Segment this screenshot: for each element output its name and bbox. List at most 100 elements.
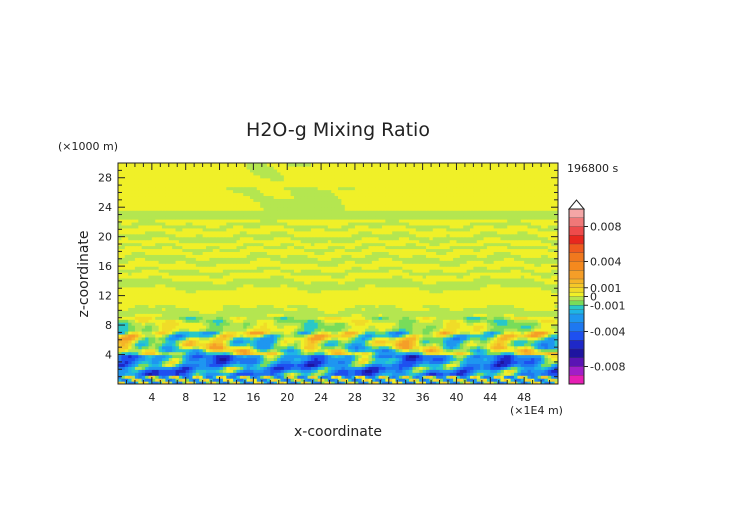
heatmap-cell bbox=[199, 333, 204, 338]
heatmap-cell bbox=[178, 366, 183, 370]
heatmap-cell bbox=[409, 369, 414, 373]
heatmap-cell bbox=[260, 330, 265, 335]
heatmap-cell bbox=[365, 366, 370, 370]
heatmap-cell bbox=[297, 366, 302, 370]
heatmap-cell bbox=[155, 357, 160, 362]
heatmap-cell bbox=[310, 328, 315, 332]
heatmap-cell bbox=[206, 360, 210, 364]
heatmap-cell bbox=[263, 345, 268, 350]
heatmap-cell bbox=[118, 378, 122, 382]
heatmap-cell bbox=[534, 342, 539, 347]
heatmap-cell bbox=[229, 375, 234, 379]
heatmap-cell bbox=[304, 369, 309, 373]
heatmap-cell bbox=[510, 345, 515, 350]
heatmap-cell bbox=[385, 348, 390, 353]
heatmap-cell bbox=[158, 372, 163, 376]
heatmap-cell bbox=[344, 345, 349, 350]
heatmap-cell bbox=[168, 375, 173, 379]
heatmap-cell bbox=[250, 342, 254, 347]
heatmap-cell bbox=[514, 345, 518, 350]
heatmap-cell bbox=[124, 357, 129, 362]
heatmap-cell bbox=[226, 363, 231, 367]
heatmap-cell bbox=[307, 360, 312, 364]
heatmap-cell bbox=[398, 363, 403, 367]
heatmap-cell bbox=[354, 351, 359, 356]
heatmap-cell bbox=[507, 351, 512, 356]
heatmap-cell bbox=[158, 342, 163, 347]
heatmap-cell bbox=[182, 342, 187, 347]
heatmap-cell bbox=[189, 375, 194, 379]
heatmap-cell bbox=[121, 328, 126, 332]
heatmap-cell bbox=[530, 336, 535, 341]
heatmap-cell bbox=[514, 360, 518, 364]
heatmap-cell bbox=[463, 330, 468, 335]
heatmap-cell bbox=[547, 369, 552, 373]
heatmap-cell bbox=[466, 342, 471, 347]
heatmap-cell bbox=[124, 354, 129, 359]
heatmap-cell bbox=[236, 375, 241, 379]
heatmap-cell bbox=[202, 375, 207, 379]
heatmap-cell bbox=[134, 330, 139, 335]
heatmap-cell bbox=[263, 381, 268, 384]
heatmap-cell bbox=[419, 366, 424, 370]
heatmap-cell bbox=[541, 336, 546, 341]
heatmap-cell bbox=[459, 375, 464, 379]
heatmap-cell bbox=[429, 336, 434, 341]
heatmap-cell bbox=[172, 345, 177, 350]
heatmap-cell bbox=[395, 333, 400, 338]
heatmap-cell bbox=[361, 354, 366, 359]
heatmap-cell bbox=[202, 372, 207, 376]
heatmap-cell bbox=[490, 381, 495, 384]
heatmap-cell bbox=[361, 345, 366, 350]
heatmap-cell bbox=[382, 345, 386, 350]
heatmap-cell bbox=[388, 375, 393, 379]
heatmap-cell bbox=[453, 372, 458, 376]
heatmap-cell bbox=[195, 378, 200, 382]
heatmap-cell bbox=[263, 351, 268, 356]
heatmap-cell bbox=[517, 339, 522, 344]
heatmap-cell bbox=[436, 333, 441, 338]
heatmap-cell bbox=[375, 333, 380, 338]
heatmap-cell bbox=[402, 369, 407, 373]
heatmap-cell bbox=[382, 366, 386, 370]
heatmap-cell bbox=[131, 348, 136, 353]
heatmap-cell bbox=[270, 360, 275, 364]
heatmap-cell bbox=[162, 336, 166, 341]
heatmap-cell bbox=[344, 328, 349, 332]
heatmap-cell bbox=[446, 348, 451, 353]
heatmap-cell bbox=[321, 369, 326, 373]
heatmap-cell bbox=[361, 348, 366, 353]
heatmap-cell bbox=[304, 328, 309, 332]
heatmap-cell bbox=[304, 357, 309, 362]
heatmap-cell bbox=[527, 342, 532, 347]
heatmap-cell bbox=[314, 357, 319, 362]
heatmap-cell bbox=[459, 354, 464, 359]
heatmap-cell bbox=[317, 342, 322, 347]
heatmap-cell bbox=[456, 366, 461, 370]
heatmap-cell bbox=[253, 333, 258, 338]
heatmap-cell bbox=[510, 357, 515, 362]
heatmap-cell bbox=[388, 363, 393, 367]
heatmap-cell bbox=[375, 375, 380, 379]
heatmap-cell bbox=[294, 366, 298, 370]
heatmap-cell bbox=[304, 330, 309, 335]
heatmap-cell bbox=[422, 363, 427, 367]
heatmap-cell bbox=[327, 336, 332, 341]
heatmap-cell bbox=[537, 351, 542, 356]
heatmap-cell bbox=[202, 330, 207, 335]
heatmap-cell bbox=[250, 357, 254, 362]
heatmap-cell bbox=[185, 354, 190, 359]
heatmap-cell bbox=[260, 351, 265, 356]
heatmap-cell bbox=[277, 378, 282, 382]
heatmap-cell bbox=[442, 381, 447, 384]
heatmap-cell bbox=[466, 330, 471, 335]
heatmap-cell bbox=[317, 328, 322, 332]
heatmap-cell bbox=[338, 348, 342, 353]
heatmap-cell bbox=[365, 378, 370, 382]
heatmap-cell bbox=[195, 345, 200, 350]
heatmap-cell bbox=[371, 345, 376, 350]
heatmap-cell bbox=[449, 357, 454, 362]
heatmap-cell bbox=[327, 354, 332, 359]
heatmap-cell bbox=[365, 369, 370, 373]
heatmap-cell bbox=[392, 372, 397, 376]
